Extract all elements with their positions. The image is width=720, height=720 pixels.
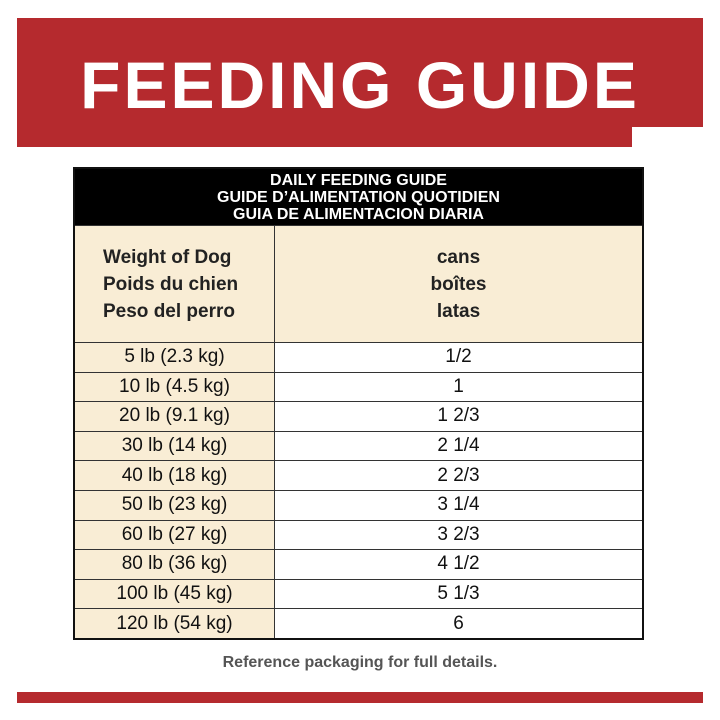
- weight-cell: 5 lb (2.3 kg): [73, 342, 275, 373]
- weight-cell: 30 lb (14 kg): [73, 430, 275, 462]
- table-row: 50 lb (23 kg) 3 1/4: [73, 489, 644, 521]
- weight-cell: 20 lb (9.1 kg): [73, 401, 275, 432]
- cans-cell: 6: [274, 608, 644, 640]
- table-row: 120 lb (54 kg) 6: [73, 608, 644, 640]
- banner: [17, 18, 703, 147]
- column-header: cans boîtes latas: [274, 225, 644, 343]
- cans-cell: 2 1/4: [274, 430, 644, 462]
- weight-cell: 80 lb (36 kg): [73, 549, 275, 580]
- table-heading: DAILY FEEDING GUIDE GUIDE D’ALIMENTATION …: [73, 167, 644, 226]
- table-row: 10 lb (4.5 kg) 1: [73, 371, 644, 403]
- cans-cell: 5 1/3: [274, 578, 644, 610]
- cans-cell: 4 1/2: [274, 549, 644, 580]
- weight-cell: 50 lb (23 kg): [73, 489, 275, 521]
- feeding-table: DAILY FEEDING GUIDE GUIDE D’ALIMENTATION …: [73, 167, 644, 640]
- heading-line: GUIDE D’ALIMENTATION QUOTIDIEN: [217, 188, 500, 206]
- title: FEEDING GUIDE: [80, 48, 640, 122]
- weight-cell: 40 lb (18 kg): [73, 460, 275, 491]
- table-row: 20 lb (9.1 kg) 1 2/3: [73, 401, 644, 432]
- column-header-line: latas: [436, 300, 481, 322]
- table-row: 60 lb (27 kg) 3 2/3: [73, 519, 644, 551]
- heading-line: DAILY FEEDING GUIDE: [270, 171, 447, 189]
- table-row: 30 lb (14 kg) 2 1/4: [73, 430, 644, 462]
- footer-note: Reference packaging for full details.: [222, 654, 498, 671]
- table-row: 40 lb (18 kg) 2 2/3: [73, 460, 644, 491]
- table-row: 5 lb (2.3 kg) 1/2: [73, 342, 644, 373]
- cans-cell: 3 2/3: [274, 519, 644, 551]
- column-header-line: boîtes: [430, 273, 487, 295]
- weight-cell: 120 lb (54 kg): [73, 608, 275, 640]
- cans-cell: 2 2/3: [274, 460, 644, 491]
- weight-cell: 10 lb (4.5 kg): [73, 371, 275, 403]
- heading-line: GUIA DE ALIMENTACION DIARIA: [233, 205, 484, 223]
- table-row: 80 lb (36 kg) 4 1/2: [73, 549, 644, 580]
- table-row: 100 lb (45 kg) 5 1/3: [73, 578, 644, 610]
- column-header-line: Weight of Dog: [103, 246, 232, 268]
- column-header-line: cans: [436, 246, 481, 268]
- weight-cell: 100 lb (45 kg): [73, 578, 275, 610]
- weight-cell: 60 lb (27 kg): [73, 519, 275, 551]
- cans-cell: 1/2: [274, 342, 644, 373]
- cans-cell: 1: [274, 371, 644, 403]
- cans-cell: 3 1/4: [274, 489, 644, 521]
- bottom-bar: [17, 692, 703, 703]
- column-header-line: Peso del perro: [103, 300, 235, 322]
- column-header: Weight of Dog Poids du chien Peso del perr…: [73, 225, 275, 343]
- cans-cell: 1 2/3: [274, 401, 644, 432]
- column-header-line: Poids du chien: [103, 273, 239, 295]
